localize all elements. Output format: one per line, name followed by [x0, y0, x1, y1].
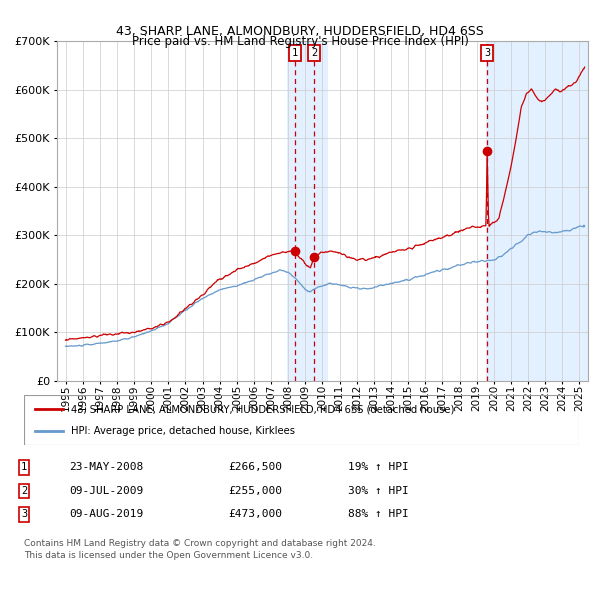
Bar: [287, 41, 328, 381]
Text: 2: 2: [311, 48, 317, 58]
Text: 43, SHARP LANE, ALMONDBURY, HUDDERSFIELD, HD4 6SS (detached house): 43, SHARP LANE, ALMONDBURY, HUDDERSFIELD…: [71, 404, 455, 414]
Text: 88% ↑ HPI: 88% ↑ HPI: [348, 510, 409, 519]
Text: 19% ↑ HPI: 19% ↑ HPI: [348, 463, 409, 472]
Text: 09-JUL-2009: 09-JUL-2009: [69, 486, 143, 496]
Text: 3: 3: [21, 510, 27, 519]
Text: £266,500: £266,500: [228, 463, 282, 472]
Text: 23-MAY-2008: 23-MAY-2008: [69, 463, 143, 472]
Text: 1: 1: [292, 48, 298, 58]
Text: 1: 1: [21, 463, 27, 472]
Text: 09-AUG-2019: 09-AUG-2019: [69, 510, 143, 519]
Text: HPI: Average price, detached house, Kirklees: HPI: Average price, detached house, Kirk…: [71, 427, 295, 437]
Text: 43, SHARP LANE, ALMONDBURY, HUDDERSFIELD, HD4 6SS: 43, SHARP LANE, ALMONDBURY, HUDDERSFIELD…: [116, 25, 484, 38]
Text: £473,000: £473,000: [228, 510, 282, 519]
Text: Contains HM Land Registry data © Crown copyright and database right 2024.: Contains HM Land Registry data © Crown c…: [24, 539, 376, 548]
Text: £255,000: £255,000: [228, 486, 282, 496]
Text: 2: 2: [21, 486, 27, 496]
Text: 30% ↑ HPI: 30% ↑ HPI: [348, 486, 409, 496]
Text: 3: 3: [484, 48, 490, 58]
Bar: [486, 41, 588, 381]
Text: Price paid vs. HM Land Registry's House Price Index (HPI): Price paid vs. HM Land Registry's House …: [131, 35, 469, 48]
Text: This data is licensed under the Open Government Licence v3.0.: This data is licensed under the Open Gov…: [24, 550, 313, 559]
